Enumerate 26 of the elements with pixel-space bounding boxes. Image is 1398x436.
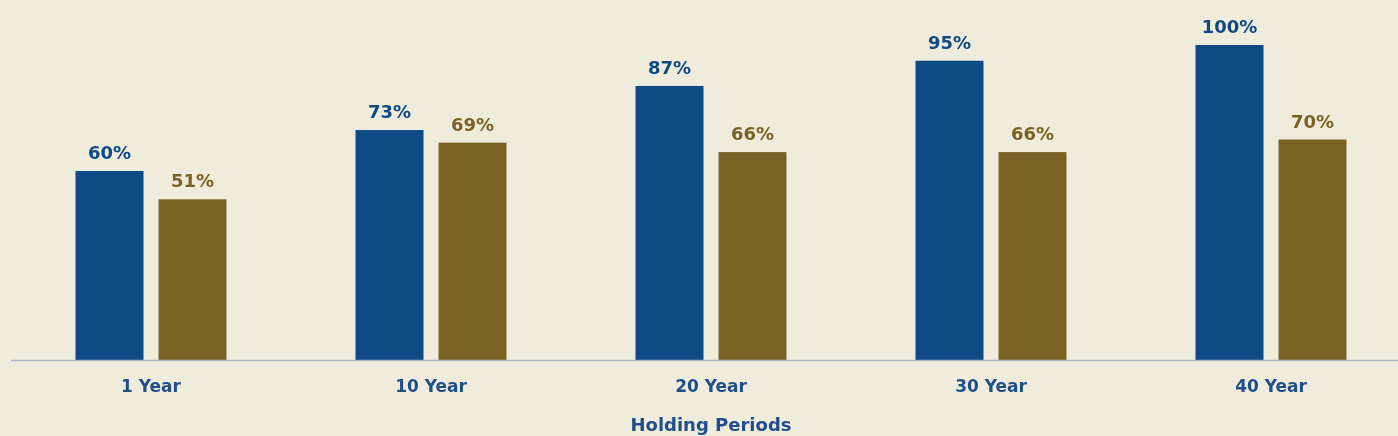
data-label: 60% [87, 142, 132, 163]
data-label: 100% [1201, 16, 1258, 37]
data-label: 87% [647, 56, 692, 78]
x-tick-label: 30 Year [955, 376, 1028, 396]
data-label: 69% [450, 113, 495, 135]
data-label: 51% [170, 170, 215, 192]
bar [158, 199, 227, 360]
bar [438, 142, 507, 360]
x-tick-label: 10 Year [395, 376, 468, 396]
bar [75, 171, 144, 360]
bar [915, 60, 984, 360]
data-label: 66% [1010, 123, 1055, 145]
data-label: 66% [730, 123, 775, 145]
x-tick-label: 40 Year [1235, 376, 1308, 396]
bar [998, 152, 1067, 360]
data-label: 95% [927, 31, 972, 53]
x-axis-title: Holding Periods [630, 414, 792, 435]
bar [355, 130, 424, 360]
x-tick-label: 1 Year [121, 376, 182, 396]
bar [1278, 139, 1347, 360]
bar [718, 152, 787, 360]
data-label: 73% [367, 101, 412, 123]
data-label: 70% [1290, 110, 1335, 132]
bar [1195, 45, 1264, 360]
x-tick-label: 20 Year [675, 376, 748, 396]
bar [635, 85, 704, 360]
